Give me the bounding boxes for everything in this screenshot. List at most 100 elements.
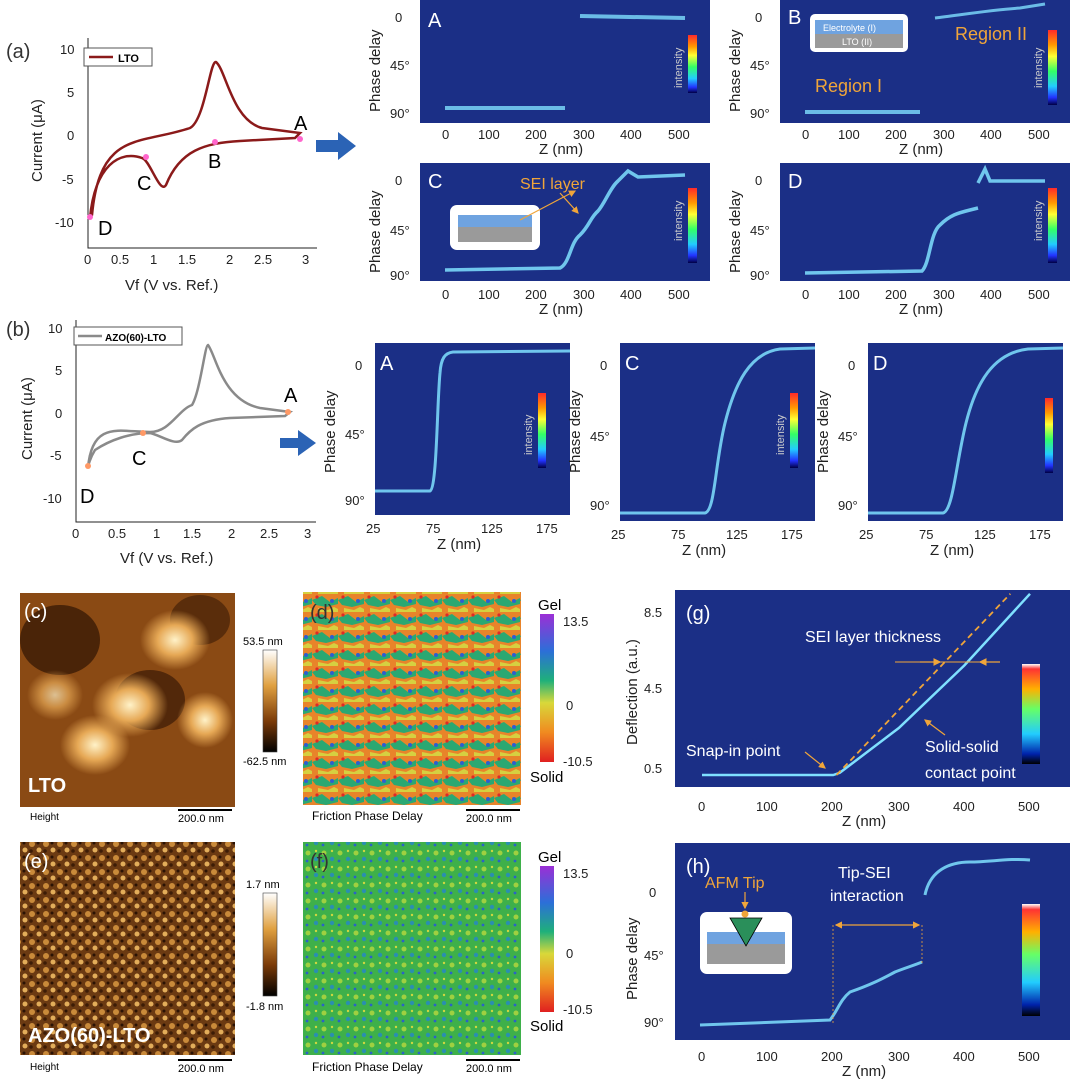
phase-b-panel-a: A intensity 0 45° 90° Phase delay 25 75 … — [322, 343, 571, 553]
ytick: 4.5 — [644, 681, 662, 696]
cbar-tick: 13.5 — [563, 614, 588, 629]
ytick: 45° — [644, 948, 664, 963]
panel-b-ytick: 10 — [48, 321, 62, 336]
colorbar-label: intensity — [1033, 47, 1045, 88]
marker-b — [212, 139, 218, 145]
gel-label: Gel — [538, 597, 561, 614]
panel-a-legend-box — [83, 47, 153, 67]
panel-e-label: (e) — [24, 851, 48, 873]
ytick: 0.5 — [644, 761, 662, 776]
panel-g-xlabel: Z (nm) — [842, 813, 886, 830]
xtick: 400 — [620, 287, 642, 302]
point-a-label: A — [294, 113, 308, 135]
contact-arrow — [924, 719, 946, 736]
ytick: 90° — [644, 1015, 664, 1030]
cbar-tick: 0 — [566, 698, 573, 713]
trace-lower — [804, 206, 979, 275]
panel-g-label: (g) — [686, 603, 710, 625]
panel-a-label: (a) — [6, 41, 30, 63]
phase-panel-c: SEI layer C intensity 0 45° 90° Phase de… — [367, 163, 710, 318]
marker-d — [87, 214, 93, 220]
panel-a-xtick: 2 — [226, 252, 233, 267]
colorbar-label: intensity — [523, 414, 535, 455]
panel-b-yticks: 10 5 0 -5 -10 — [43, 321, 62, 506]
colorbar-label: intensity — [1033, 200, 1045, 241]
friction-colorbar — [540, 614, 554, 762]
ytick: 45° — [590, 429, 610, 444]
panel-b-xtick: 3 — [304, 526, 311, 541]
inset-lto-label: LTO (II) — [842, 37, 872, 47]
panel-a-xtick: 2.5 — [254, 252, 272, 267]
solid-label: Solid — [530, 769, 563, 786]
phase-panel-d: D intensity 0 45° 90° Phase delay 0 100 … — [727, 163, 1070, 318]
xtick: 300 — [888, 799, 910, 814]
inset-electrolyte-label: Electrolyte (I) — [823, 23, 876, 33]
xtick: 400 — [953, 1049, 975, 1064]
afm-height-image-azo — [20, 842, 235, 1055]
panel-h-xlabel: Z (nm) — [842, 1063, 886, 1080]
ytick: 45° — [390, 223, 410, 238]
xtick: 75 — [671, 527, 685, 542]
point-c-label: C — [132, 448, 146, 470]
panel-a-xtick: 1.5 — [178, 252, 196, 267]
xtick: 175 — [781, 527, 803, 542]
plot-area — [375, 343, 570, 515]
panel-b-xtick: 0 — [72, 526, 79, 541]
ytick: 0 — [755, 173, 762, 188]
xtick: 0 — [442, 127, 449, 142]
phase-panel-b: Electrolyte (I) LTO (II) Region I Region… — [727, 0, 1070, 158]
xtick: 25 — [366, 521, 380, 536]
panel-f-label: (f) — [310, 851, 329, 873]
xtick: 125 — [726, 527, 748, 542]
cbar-tick: -10.5 — [563, 754, 593, 769]
xtick: 25 — [859, 527, 873, 542]
panel-b-cv-curve — [86, 343, 294, 469]
panel-e-scale: 200.0 nm — [178, 1063, 224, 1075]
afm-bright-grain — [177, 692, 233, 748]
height-max: 53.5 nm — [243, 636, 283, 648]
snap-in-label: Snap-in point — [686, 743, 781, 760]
plot-area — [420, 0, 710, 123]
panel-b-xtick: 1 — [153, 526, 160, 541]
xtick: 100 — [756, 1049, 778, 1064]
xtick: 300 — [888, 1049, 910, 1064]
colorbar — [1022, 664, 1040, 764]
panel-a: (a) 10 5 0 -5 -10 0 0.5 1 1.5 2 2.5 3 Cu… — [6, 38, 356, 294]
inset-lto — [815, 34, 903, 48]
panel-b-xtick: 2.5 — [260, 526, 278, 541]
panel-b-legend-box — [73, 326, 183, 346]
trace-upper — [923, 857, 1031, 896]
xtick: 100 — [478, 127, 500, 142]
colorbar — [688, 35, 697, 93]
solid-label: Solid — [530, 1018, 563, 1035]
ytick: 8.5 — [644, 605, 662, 620]
phase-grid-a: A intensity 0 45° 90° Phase delay 0 100 … — [367, 0, 1070, 318]
phase-grid-b: A intensity 0 45° 90° Phase delay 25 75 … — [322, 343, 1064, 559]
ytick: 90° — [390, 268, 410, 283]
phase-xlabel: Z (nm) — [930, 542, 974, 559]
phase-xlabel: Z (nm) — [539, 141, 583, 158]
marker-a — [285, 409, 291, 415]
panel-b-ytick: 5 — [55, 363, 62, 378]
plot-area — [868, 343, 1063, 521]
panel-d: (d) Friction Phase Delay 200.0 nm Gel 13… — [303, 592, 593, 825]
xtick: 400 — [980, 287, 1002, 302]
xtick: 100 — [838, 287, 860, 302]
xtick: 200 — [821, 1049, 843, 1064]
ytick: 45° — [838, 429, 858, 444]
panel-e-caption: Height — [30, 1062, 59, 1073]
xtick: 75 — [919, 527, 933, 542]
panel-g: (g) SEI layer thickness Snap-in point So… — [624, 590, 1070, 830]
xtick: 0 — [698, 799, 705, 814]
trace-upper — [976, 164, 1045, 184]
ytick: 90° — [750, 268, 770, 283]
panel-a-xtick: 3 — [302, 252, 309, 267]
panel-c-scale: 200.0 nm — [178, 813, 224, 825]
xtick: 500 — [1028, 127, 1050, 142]
inset-electrolyte — [458, 215, 532, 227]
xtick: 200 — [885, 287, 907, 302]
panel-b-ytick: 0 — [55, 406, 62, 421]
friction-colorbar — [540, 866, 554, 1012]
panel-e-sample: AZO(60)-LTO — [28, 1025, 151, 1047]
panel-c-label: (c) — [24, 601, 47, 623]
